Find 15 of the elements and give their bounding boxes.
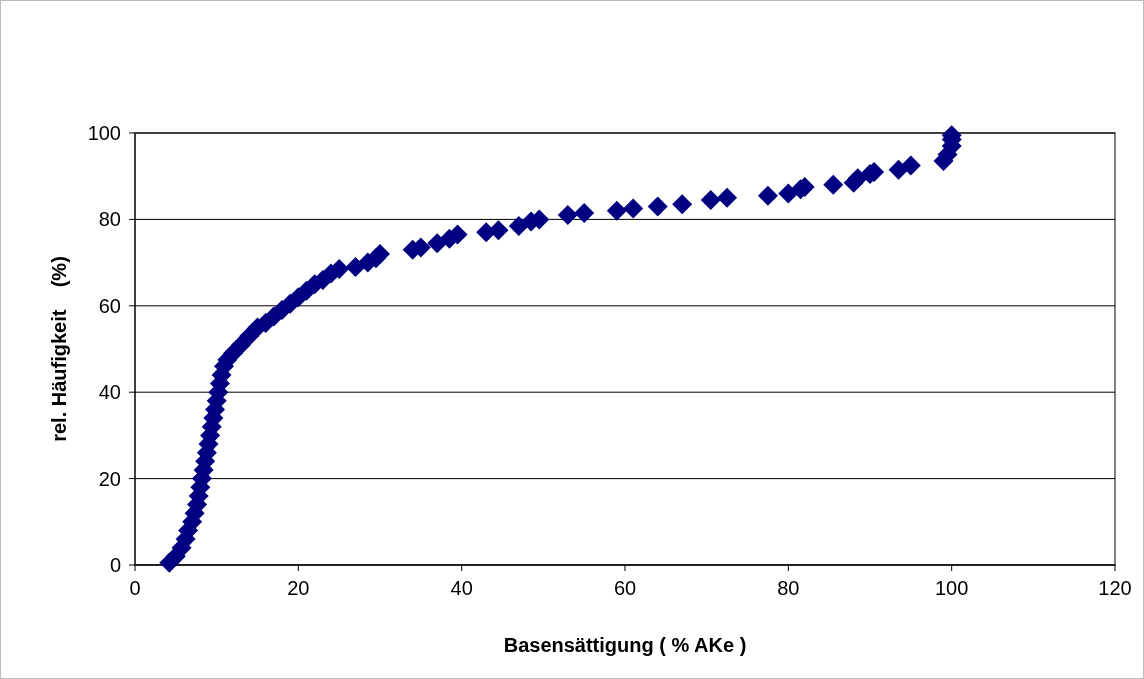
x-tick-label: 80 (777, 577, 800, 599)
x-tick-label: 60 (613, 577, 637, 599)
y-tick-label: 20 (98, 467, 121, 490)
y-tick-label: 40 (98, 381, 121, 404)
y-axis-title: rel. Häufigkeit (%) (48, 256, 70, 442)
y-tick-label: 80 (98, 208, 121, 231)
y-tick-label: 0 (109, 554, 121, 576)
x-tick-label: 20 (287, 577, 310, 599)
x-tick-label: 100 (934, 577, 969, 599)
x-tick-label: 40 (450, 577, 473, 599)
y-tick-label: 60 (98, 294, 121, 317)
x-axis-title: Basensättigung ( % AKe ) (503, 634, 747, 656)
x-tick-label: 0 (129, 577, 141, 599)
x-tick-label: 120 (1098, 577, 1132, 599)
y-tick-label: 100 (87, 122, 121, 144)
